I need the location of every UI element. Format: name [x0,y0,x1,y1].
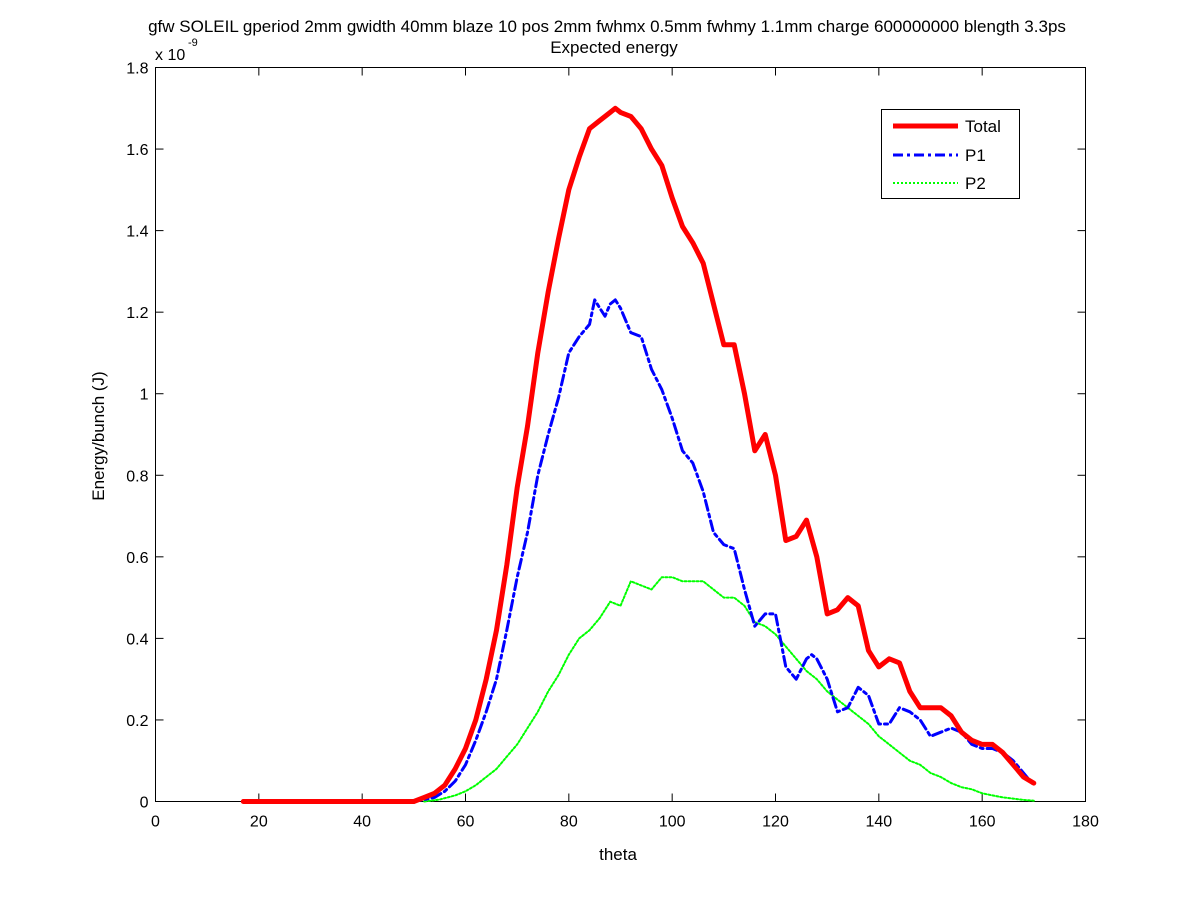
x-tick-label: 0 [151,814,160,831]
y-tick-label: 1.6 [126,142,148,159]
y-tick-label: 0.4 [126,631,148,648]
x-tick-label: 20 [250,814,268,831]
x-tick-label: 60 [457,814,475,831]
series-layer [240,105,1037,804]
legend: Total P1 P2 [881,109,1020,199]
y-axis-label: Energy/bunch (J) [89,371,108,500]
y-tick-label: 0.6 [126,550,148,567]
x-axis-label: theta [599,845,637,864]
y-multiplier-base: x 10 [155,47,185,64]
x-tick-label: 120 [762,814,789,831]
legend-label-p2: P2 [965,174,986,193]
y-tick-label: 0 [140,795,149,812]
y-axis-ticks: 0 0.2 0.4 0.6 0.8 1 1.2 1.4 1.6 1.8 [126,61,1086,812]
series-line-total [240,105,1037,804]
chart-title: gfw SOLEIL gperiod 2mm gwidth 40mm blaze… [148,17,1066,36]
x-tick-label: 100 [659,814,686,831]
series-line-p1 [241,298,1036,803]
y-multiplier: x 10 -9 [155,37,198,64]
x-tick-label: 80 [560,814,578,831]
x-tick-label: 160 [969,814,996,831]
plot-area [155,67,1086,802]
y-multiplier-exponent: -9 [188,37,198,49]
series-line-p2 [423,576,1035,803]
legend-label-p1: P1 [965,146,986,165]
y-tick-label: 1 [140,387,149,404]
x-tick-label: 140 [865,814,892,831]
y-tick-label: 1.2 [126,305,148,322]
x-tick-label: 180 [1072,814,1099,831]
y-tick-label: 0.2 [126,713,148,730]
y-tick-label: 1.8 [126,61,148,78]
legend-label-total: Total [965,117,1001,136]
x-tick-label: 40 [353,814,371,831]
y-tick-label: 1.4 [126,224,148,241]
chart-subtitle: Expected energy [550,38,678,57]
y-tick-label: 0.8 [126,468,148,485]
